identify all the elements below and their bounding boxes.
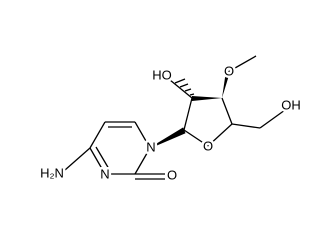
atom-label: N bbox=[100, 166, 109, 181]
atom-label: O bbox=[203, 138, 213, 153]
sugar-ring bbox=[149, 55, 286, 149]
atom-label: N bbox=[146, 139, 155, 154]
atom-label: OH bbox=[281, 97, 301, 112]
atom-label: O bbox=[167, 167, 177, 182]
pyrimidine-ring bbox=[64, 121, 165, 180]
molecule: HO O OH O N N O H₂N bbox=[40, 55, 301, 183]
atom-label: H₂N bbox=[40, 165, 64, 180]
atom-label: HO bbox=[152, 67, 172, 82]
atom-label: O bbox=[224, 63, 234, 78]
